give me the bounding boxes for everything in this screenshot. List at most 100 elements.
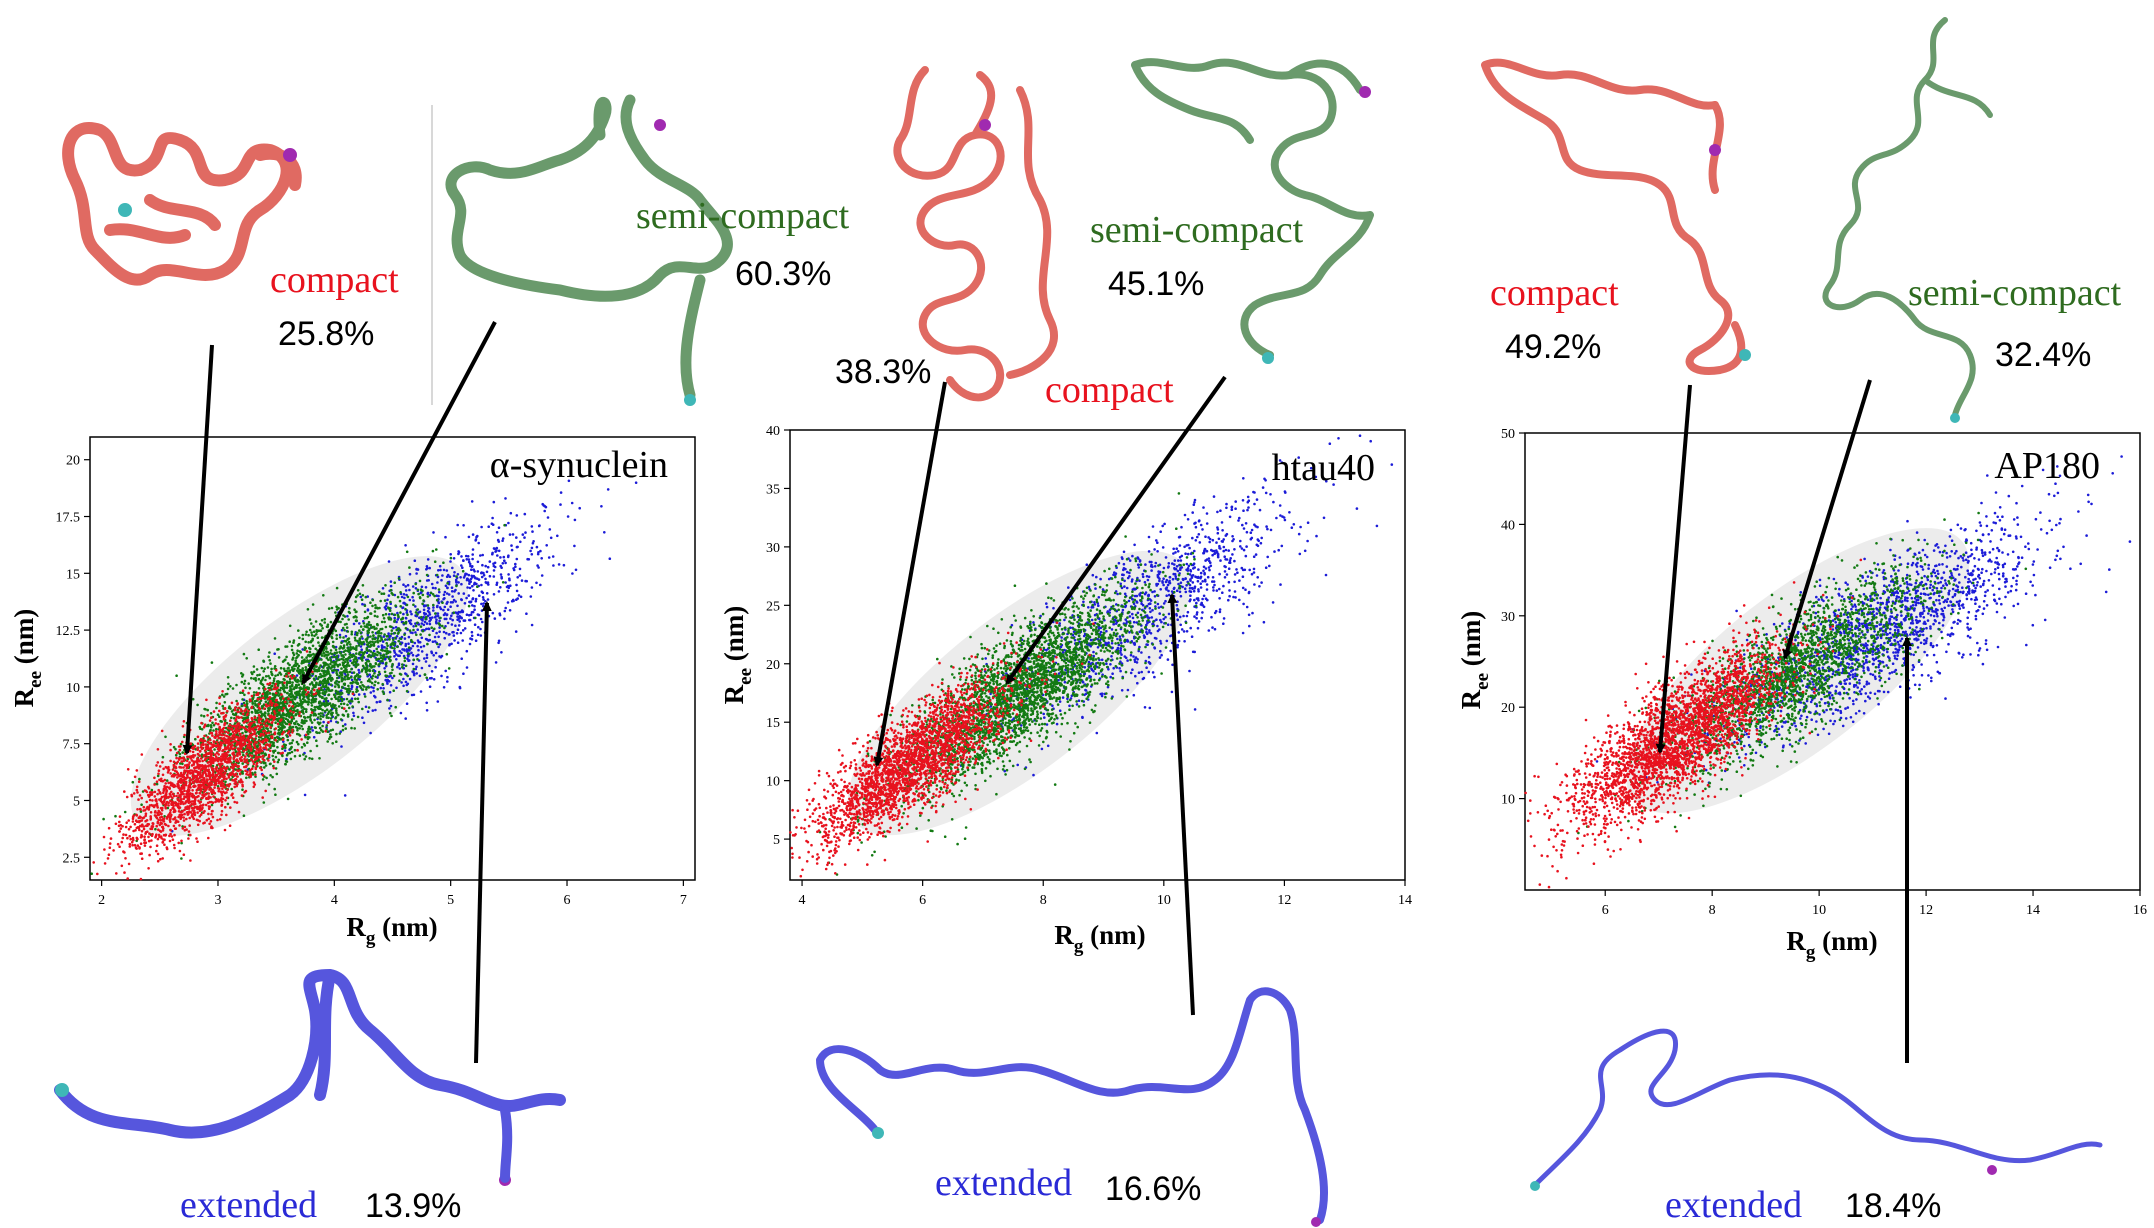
data-point [310, 704, 314, 707]
data-point [222, 711, 225, 715]
data-point [412, 673, 416, 677]
data-point [288, 723, 291, 726]
data-point [469, 600, 472, 604]
data-point [523, 536, 526, 539]
data-point [268, 659, 272, 662]
data-point [474, 599, 478, 603]
data-point [337, 713, 340, 717]
data-point [469, 580, 473, 583]
data-point [357, 693, 361, 696]
data-point [280, 686, 284, 690]
data-point [380, 592, 384, 595]
data-point [388, 711, 392, 715]
data-point [346, 630, 350, 633]
data-point [366, 636, 370, 639]
data-point [407, 642, 410, 645]
data-point [480, 590, 484, 593]
data-point [436, 700, 440, 703]
data-point [468, 642, 472, 646]
data-point [298, 711, 302, 714]
data-point [309, 719, 313, 722]
data-point [388, 625, 392, 628]
data-point [574, 568, 578, 572]
data-point [358, 622, 361, 625]
data-point [403, 656, 407, 660]
data-point [293, 702, 297, 706]
data-point [103, 862, 107, 865]
data-point [332, 706, 336, 709]
data-point [467, 560, 471, 564]
data-point [335, 586, 339, 590]
data-point [366, 710, 370, 713]
data-point [425, 653, 429, 657]
data-point [359, 625, 363, 628]
data-point [264, 687, 267, 691]
data-point [322, 692, 325, 696]
data-point [369, 680, 372, 683]
compact-structure-asyn [62, 122, 302, 286]
data-point [389, 580, 393, 583]
data-point [288, 734, 292, 737]
data-point [102, 817, 105, 821]
data-point [416, 621, 419, 625]
data-point [486, 598, 490, 601]
data-point [310, 689, 313, 693]
semi-compact-structure-htau [1131, 58, 1374, 364]
data-point [168, 839, 172, 843]
data-point [290, 644, 294, 648]
data-point [309, 654, 312, 657]
data-point [385, 647, 389, 650]
data-point [196, 823, 200, 827]
data-point [449, 605, 452, 608]
data-point [364, 595, 368, 599]
data-point [301, 694, 304, 697]
data-point [278, 712, 281, 715]
data-point [140, 753, 144, 756]
data-point [451, 618, 455, 622]
data-point [361, 683, 364, 687]
data-point [384, 638, 387, 641]
data-point [277, 656, 281, 659]
data-point [307, 700, 311, 704]
data-point [222, 790, 225, 793]
data-point [324, 662, 328, 665]
data-point [175, 674, 178, 677]
data-point [215, 701, 218, 705]
data-point [301, 669, 305, 672]
data-point [239, 780, 242, 784]
data-point [452, 557, 456, 560]
data-point [310, 681, 314, 684]
data-point [240, 794, 244, 797]
data-point [248, 769, 252, 772]
data-point [278, 689, 282, 692]
data-point [259, 697, 263, 700]
data-point [329, 649, 333, 652]
data-point [376, 631, 379, 634]
data-point [162, 789, 166, 792]
data-point [546, 516, 550, 519]
data-point [360, 670, 364, 673]
data-point [270, 672, 274, 676]
data-point [485, 570, 489, 574]
data-point [371, 674, 375, 678]
data-point [149, 791, 152, 794]
data-point [250, 710, 254, 714]
data-point [248, 698, 252, 701]
data-point [434, 651, 438, 655]
data-point [425, 709, 429, 712]
data-point [340, 676, 343, 679]
data-point [361, 716, 364, 719]
data-point [438, 590, 441, 594]
data-point [297, 643, 301, 646]
data-point [226, 687, 230, 691]
data-point [500, 575, 503, 579]
data-point [396, 595, 400, 599]
data-point [237, 706, 240, 710]
data-point [127, 819, 130, 822]
data-point [437, 601, 441, 605]
data-point [344, 640, 348, 643]
data-point [278, 708, 281, 712]
data-point [392, 674, 396, 678]
data-point [215, 766, 219, 769]
data-point [306, 691, 310, 694]
